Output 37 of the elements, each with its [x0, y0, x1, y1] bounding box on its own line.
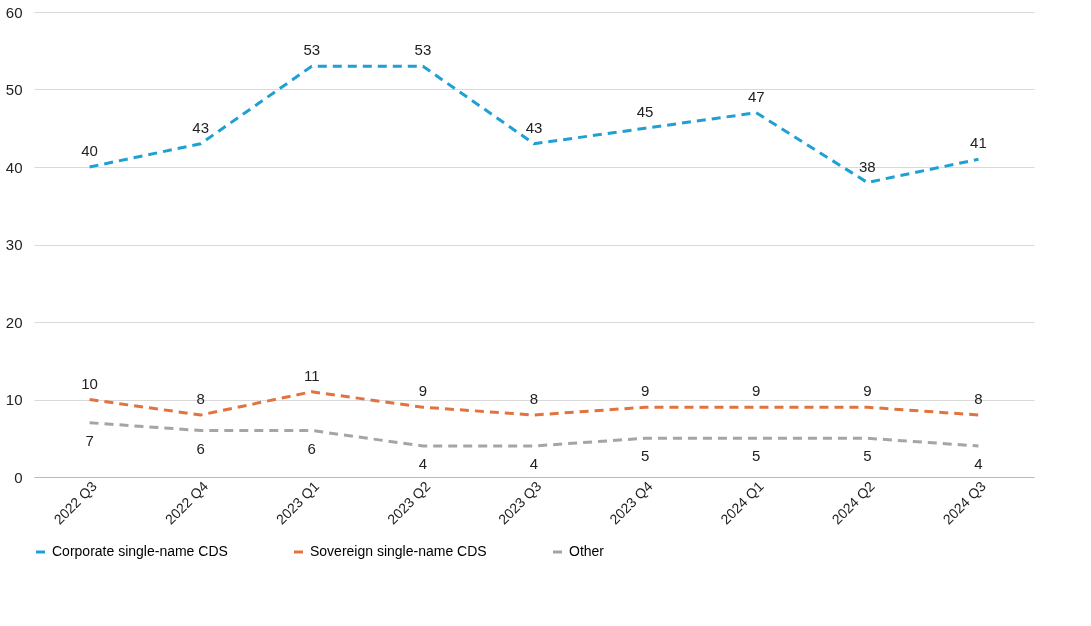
data-label: 47 — [747, 87, 765, 105]
data-label: 9 — [752, 382, 761, 400]
data-label: 11 — [303, 366, 320, 384]
data-label: 8 — [974, 390, 983, 407]
data-label: 6 — [307, 439, 316, 457]
data-label: 7 — [85, 431, 94, 449]
data-label: 43 — [192, 118, 210, 136]
y-tick-label: 0 — [14, 468, 23, 486]
y-tick-label: 60 — [5, 3, 23, 21]
y-tick-label: 20 — [5, 313, 23, 331]
data-label: 43 — [525, 118, 543, 136]
legend-label: Other — [569, 543, 605, 559]
data-label: 4 — [529, 455, 539, 472]
data-label: 8 — [529, 390, 539, 407]
data-label: 6 — [196, 439, 205, 457]
data-label: 8 — [196, 390, 205, 407]
data-label: 41 — [970, 134, 987, 152]
legend-label: Corporate single-name CDS — [52, 543, 228, 559]
y-tick-label: 10 — [5, 391, 23, 408]
data-label: 53 — [414, 41, 432, 59]
data-label: 5 — [640, 447, 650, 465]
data-label: 9 — [863, 382, 872, 400]
y-tick-label: 50 — [5, 81, 23, 98]
data-label: 53 — [303, 41, 321, 59]
data-label: 40 — [81, 142, 98, 159]
y-tick-label: 40 — [5, 158, 23, 176]
data-label: 45 — [636, 103, 654, 121]
data-label: 9 — [640, 382, 650, 400]
y-tick-label: 30 — [5, 236, 23, 253]
data-label: 5 — [863, 447, 872, 465]
data-label: 5 — [752, 447, 761, 465]
data-label: 9 — [418, 382, 428, 400]
data-label: 38 — [858, 157, 876, 175]
legend-label: Sovereign single-name CDS — [310, 543, 487, 559]
data-label: 10 — [81, 374, 98, 392]
data-label: 4 — [974, 455, 983, 472]
data-label: 4 — [418, 455, 428, 472]
